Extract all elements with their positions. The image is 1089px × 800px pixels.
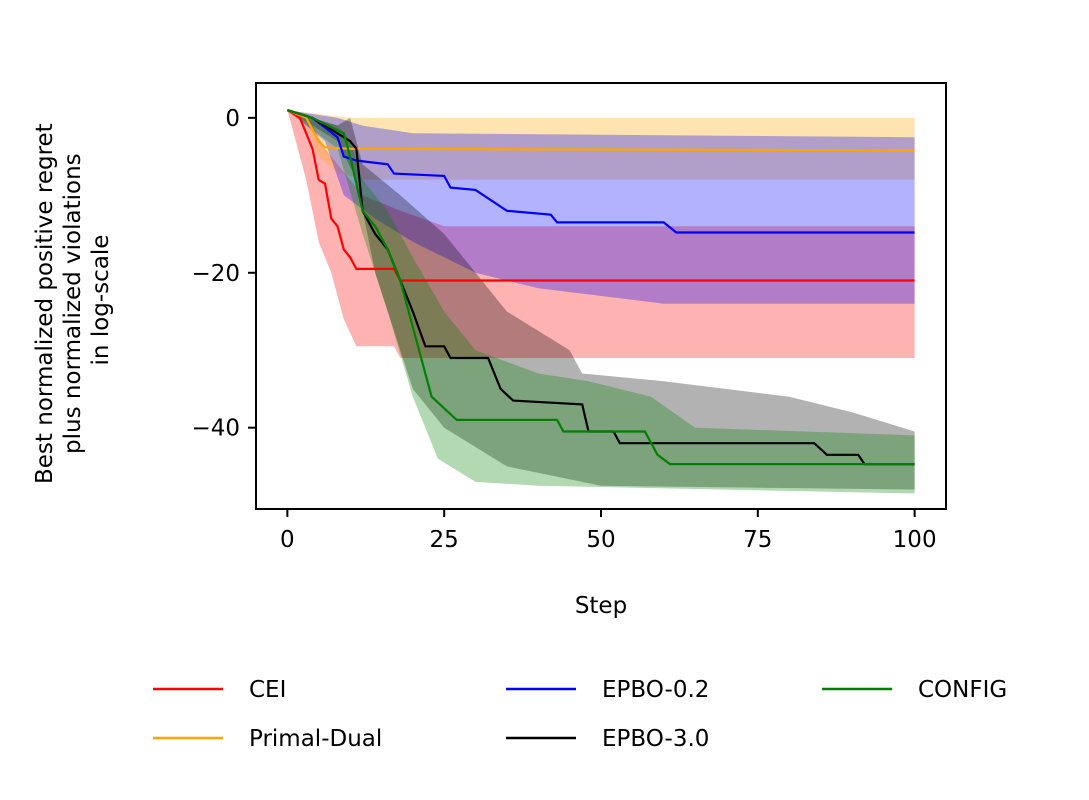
confidence-bands <box>287 110 915 494</box>
y-tick-label: −20 <box>191 261 240 287</box>
y-axis-label-line-3: in log-scale <box>88 235 114 366</box>
series-line-cei <box>286 109 915 282</box>
band-cei <box>287 110 915 358</box>
band-epbo-0-2 <box>287 110 915 304</box>
legend-label-config: CONFIG <box>918 677 1007 703</box>
y-axis-ticks: 0 −20 −40 <box>191 106 256 442</box>
legend-label-epbo-0-2: EPBO-0.2 <box>602 677 709 703</box>
x-tick-label: 25 <box>430 527 459 553</box>
series-line-config <box>287 109 915 466</box>
x-tick-label: 50 <box>586 527 615 553</box>
legend-label-cei: CEI <box>249 677 286 703</box>
band-epbo-3-0 <box>287 110 915 490</box>
series-line-epbo-3-0 <box>287 109 915 466</box>
series-line-primal-dual <box>286 109 915 152</box>
x-tick-label: 0 <box>280 527 295 553</box>
y-tick-label: 0 <box>225 106 240 132</box>
band-primal-dual <box>287 110 915 180</box>
series-lines <box>286 109 915 466</box>
legend-label-epbo-3-0: EPBO-3.0 <box>602 726 709 752</box>
x-tick-label: 75 <box>743 527 772 553</box>
y-axis-label-line-2: plus normalized violations <box>60 153 86 454</box>
y-tick-label: −40 <box>191 416 240 442</box>
x-axis-ticks: 0 25 50 75 100 <box>280 509 937 553</box>
legend-label-primal-dual: Primal-Dual <box>249 726 382 752</box>
x-axis-label: Step <box>575 593 627 619</box>
y-axis-label-line-1: Best normalized positive regret <box>32 123 58 484</box>
band-config <box>287 110 915 494</box>
x-tick-label: 100 <box>893 527 937 553</box>
y-axis-label: Best normalized positive regret plus nor… <box>32 116 114 484</box>
series-line-epbo-0-2 <box>287 109 915 234</box>
legend: CEI Primal-Dual EPBO-0.2 EPBO-3.0 CONFIG <box>153 677 1007 752</box>
